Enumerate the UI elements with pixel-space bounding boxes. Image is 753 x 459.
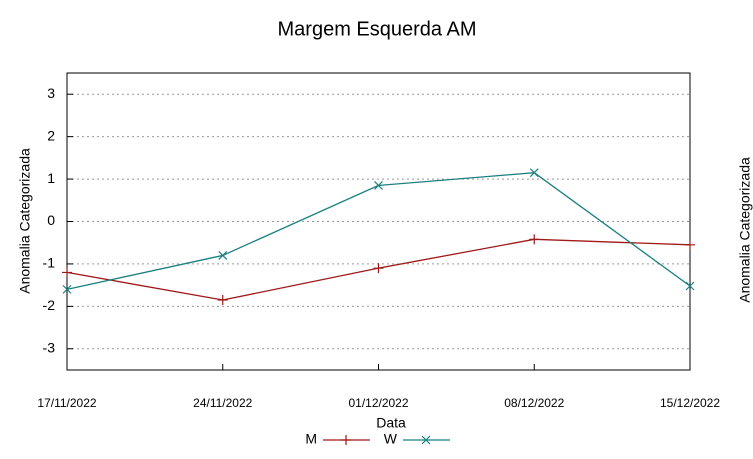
y-tick-label: 0 bbox=[47, 212, 55, 228]
x-axis-label: Data bbox=[376, 415, 406, 431]
point bbox=[685, 239, 695, 250]
x-tick-label: 15/12/2022 bbox=[660, 396, 720, 410]
legend-label: W bbox=[384, 431, 398, 447]
point bbox=[62, 267, 72, 278]
point bbox=[529, 168, 539, 178]
point bbox=[373, 263, 384, 274]
point bbox=[218, 251, 228, 260]
x-tick-label: 17/11/2022 bbox=[37, 396, 96, 410]
point bbox=[421, 435, 431, 445]
point bbox=[341, 435, 351, 445]
y-tick-label: -2 bbox=[43, 297, 56, 313]
point bbox=[685, 281, 695, 291]
y-axis-label: Anomalia Categorizada bbox=[17, 148, 33, 294]
y-tick-label: 1 bbox=[47, 170, 55, 186]
x-tick-label: 08/12/2022 bbox=[504, 396, 564, 410]
side-label: Anomalia Categorizada bbox=[737, 157, 753, 303]
point bbox=[374, 181, 383, 190]
y-tick-label: -3 bbox=[43, 339, 56, 355]
y-tick-label: 2 bbox=[47, 127, 55, 143]
y-tick-label: 3 bbox=[47, 85, 55, 101]
chart-title: Margem Esquerda AM bbox=[278, 18, 477, 40]
y-tick-label: -1 bbox=[43, 255, 56, 271]
point bbox=[529, 234, 540, 245]
point bbox=[217, 294, 228, 305]
point bbox=[62, 284, 72, 294]
legend-label: M bbox=[305, 431, 317, 447]
x-tick-label: 24/11/2022 bbox=[193, 396, 252, 410]
x-tick-label: 01/12/2022 bbox=[348, 396, 408, 410]
